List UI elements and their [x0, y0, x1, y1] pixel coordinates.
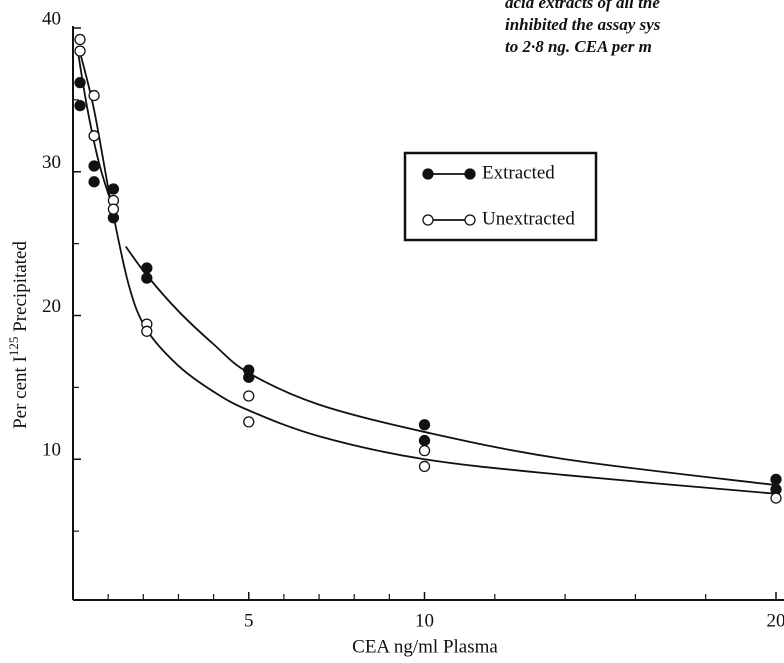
y-axis-label: Per cent I125 Precipitated [6, 241, 31, 429]
annotation: acid extracts of all the [505, 0, 660, 12]
point [770, 473, 782, 486]
point [770, 492, 782, 504]
point [418, 434, 431, 447]
legend-box [403, 151, 598, 242]
x-axis-label: CEA ng/ml Plasma [352, 636, 498, 657]
y-tick-label: 40 [42, 8, 61, 29]
point [418, 460, 431, 473]
point [141, 272, 153, 284]
point [74, 76, 86, 89]
x-tick-label: 10 [415, 610, 434, 631]
point [243, 390, 255, 402]
annotation: inhibited the assay sys [505, 15, 661, 34]
point [243, 371, 255, 383]
y-axis-label-sup: 125 [6, 337, 21, 357]
point [74, 33, 86, 46]
point [418, 444, 431, 457]
point [88, 130, 100, 142]
legend-marker [422, 168, 434, 180]
y-axis-label-part: Per cent I [10, 356, 31, 429]
point [74, 45, 86, 57]
x-tick-label: 5 [244, 610, 254, 631]
legend-label: Extracted [482, 162, 555, 183]
x-tick-label: 20 [767, 610, 784, 631]
y-tick-label: 10 [42, 440, 61, 461]
point [141, 262, 153, 274]
legend-marker [464, 214, 476, 226]
annotation: to 2·8 ng. CEA per m [505, 37, 652, 56]
point [88, 89, 100, 102]
point [418, 419, 431, 431]
point [141, 325, 153, 337]
y-axis-label-part: Precipitated [10, 241, 31, 337]
point [88, 160, 100, 172]
legend-marker [422, 214, 434, 226]
point [243, 416, 255, 428]
legend-label: Unextracted [482, 208, 575, 229]
fit-curve [124, 245, 777, 487]
point [88, 176, 100, 188]
legend-marker [464, 168, 476, 180]
y-tick-label: 20 [42, 296, 61, 317]
point [74, 99, 86, 112]
y-tick-label: 30 [42, 152, 61, 173]
point [107, 203, 120, 215]
